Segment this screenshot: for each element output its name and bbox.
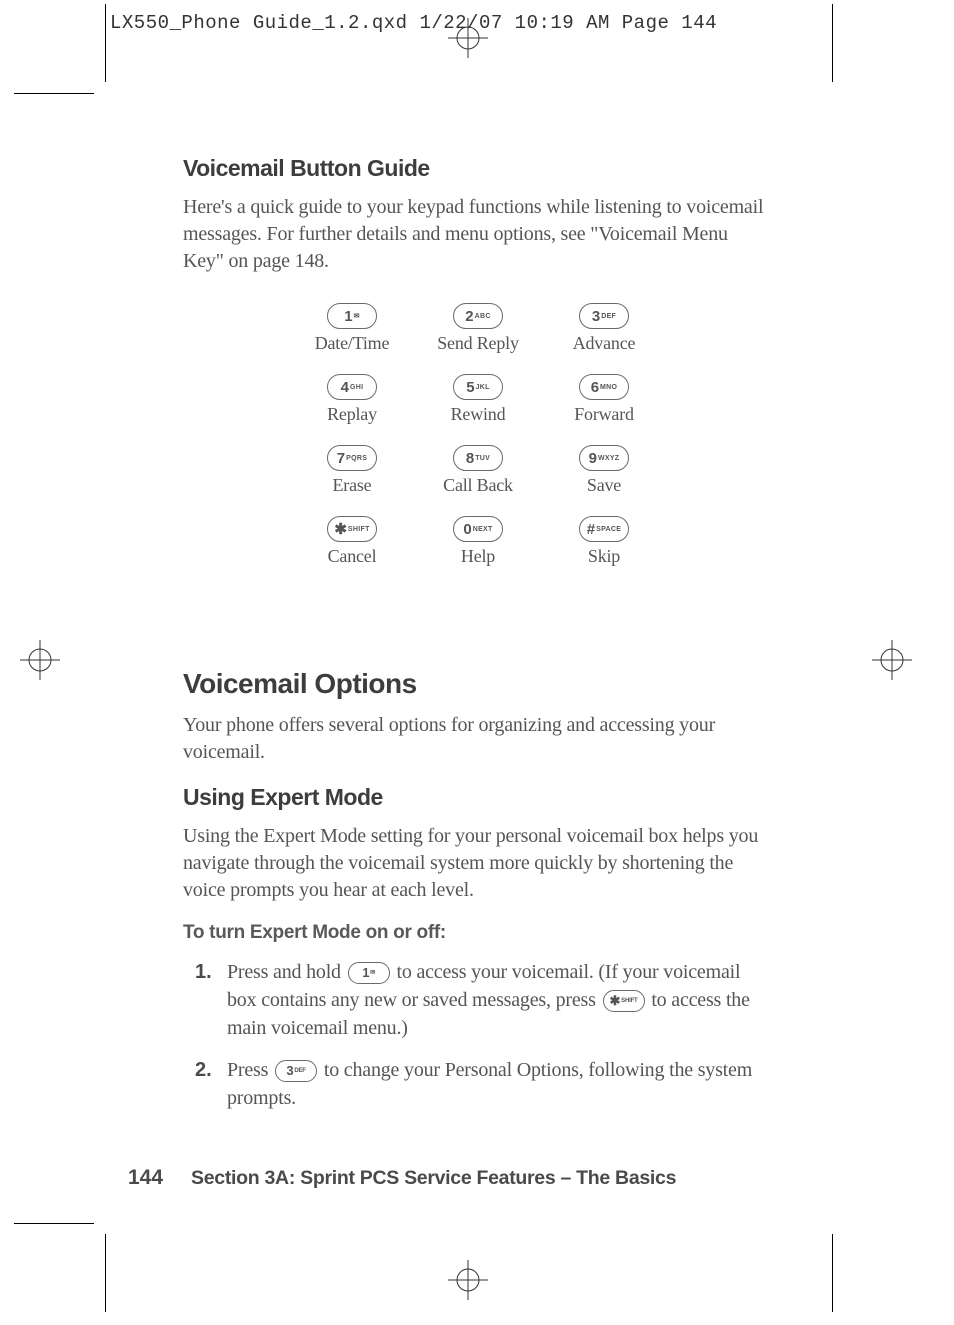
keypad-cell: 8TUV Call Back	[424, 445, 532, 496]
step-body: Press and hold 1✉ to access your voicema…	[227, 958, 773, 1042]
keypad-cell: 6MNO Forward	[550, 374, 658, 425]
step-text: Press and hold	[227, 961, 346, 983]
registration-mark-icon	[448, 18, 488, 58]
keypad-cell: 5JKL Rewind	[424, 374, 532, 425]
keypad-key-label: Forward	[574, 404, 634, 425]
crop-mark	[832, 1234, 833, 1312]
key-star-icon: ✱SHIFT	[603, 990, 645, 1012]
keypad-cell: ✱SHIFT Cancel	[298, 516, 406, 567]
step-1: 1. Press and hold 1✉ to access your voic…	[183, 958, 773, 1042]
instruction-heading: To turn Expert Mode on or off:	[183, 922, 773, 944]
keypad-cell: 3DEF Advance	[550, 303, 658, 354]
step-number: 1.	[183, 958, 227, 1042]
keypad-cell: 0NEXT Help	[424, 516, 532, 567]
keypad-key-icon: 4GHI	[327, 374, 377, 400]
heading-button-guide: Voicemail Button Guide	[183, 155, 773, 182]
keypad-key-icon: 7PQRS	[327, 445, 377, 471]
content-area-lower: Voicemail Options Your phone offers seve…	[183, 660, 773, 1126]
keypad-key-label: Rewind	[451, 404, 506, 425]
heading-expert-mode: Using Expert Mode	[183, 784, 773, 811]
keypad-key-label: Call Back	[443, 475, 513, 496]
registration-mark-icon	[448, 1260, 488, 1300]
keypad-key-label: Send Reply	[437, 333, 519, 354]
keypad-key-icon: 9WXYZ	[579, 445, 629, 471]
keypad-cell: 9WXYZ Save	[550, 445, 658, 496]
heading-voicemail-options: Voicemail Options	[183, 668, 773, 700]
keypad-key-label: Save	[587, 475, 621, 496]
step-2: 2. Press 3DEF to change your Personal Op…	[183, 1056, 773, 1112]
keypad-grid: 1✉ Date/Time 2ABC Send Reply 3DEF Advance 4GHI…	[298, 303, 658, 567]
steps-list: 1. Press and hold 1✉ to access your voic…	[183, 958, 773, 1112]
keypad-cell: 2ABC Send Reply	[424, 303, 532, 354]
keypad-key-label: Advance	[573, 333, 636, 354]
keypad-key-label: Replay	[327, 404, 377, 425]
key-1-icon: 1✉	[348, 962, 390, 984]
keypad-key-label: Erase	[333, 475, 372, 496]
keypad-key-icon: 1✉	[327, 303, 377, 329]
paragraph-expert: Using the Expert Mode setting for your p…	[183, 823, 773, 904]
keypad-key-label: Help	[461, 546, 495, 567]
keypad-key-icon: 8TUV	[453, 445, 503, 471]
keypad-key-label: Date/Time	[315, 333, 390, 354]
crop-mark	[105, 1234, 106, 1312]
key-3-icon: 3DEF	[275, 1060, 317, 1082]
keypad-key-icon: 6MNO	[579, 374, 629, 400]
keypad-cell: 7PQRS Erase	[298, 445, 406, 496]
paragraph-intro: Here's a quick guide to your keypad func…	[183, 194, 773, 275]
page-footer: 144 Section 3A: Sprint PCS Service Featu…	[128, 1166, 676, 1190]
keypad-key-label: Cancel	[328, 546, 377, 567]
step-number: 2.	[183, 1056, 227, 1112]
print-slug: LX550_Phone Guide_1.2.qxd 1/22/07 10:19 …	[110, 12, 717, 34]
registration-mark-icon	[872, 640, 912, 680]
step-body: Press 3DEF to change your Personal Optio…	[227, 1056, 773, 1112]
keypad-key-icon: #SPACE	[579, 516, 629, 542]
registration-mark-icon	[20, 640, 60, 680]
keypad-key-icon: ✱SHIFT	[327, 516, 377, 542]
paragraph-options: Your phone offers several options for or…	[183, 712, 773, 766]
keypad-cell: 4GHI Replay	[298, 374, 406, 425]
step-text: Press	[227, 1059, 273, 1081]
footer-section-title: Section 3A: Sprint PCS Service Features …	[191, 1167, 676, 1190]
keypad-cell: 1✉ Date/Time	[298, 303, 406, 354]
keypad-cell: #SPACE Skip	[550, 516, 658, 567]
content-area: Voicemail Button Guide Here's a quick gu…	[183, 155, 773, 593]
crop-mark	[14, 1223, 94, 1224]
keypad-key-icon: 5JKL	[453, 374, 503, 400]
keypad-key-icon: 0NEXT	[453, 516, 503, 542]
keypad-key-label: Skip	[588, 546, 620, 567]
page-number: 144	[128, 1166, 163, 1190]
crop-mark	[105, 4, 106, 82]
keypad-key-icon: 3DEF	[579, 303, 629, 329]
keypad-key-icon: 2ABC	[453, 303, 503, 329]
crop-mark	[832, 4, 833, 82]
crop-mark	[14, 93, 94, 94]
